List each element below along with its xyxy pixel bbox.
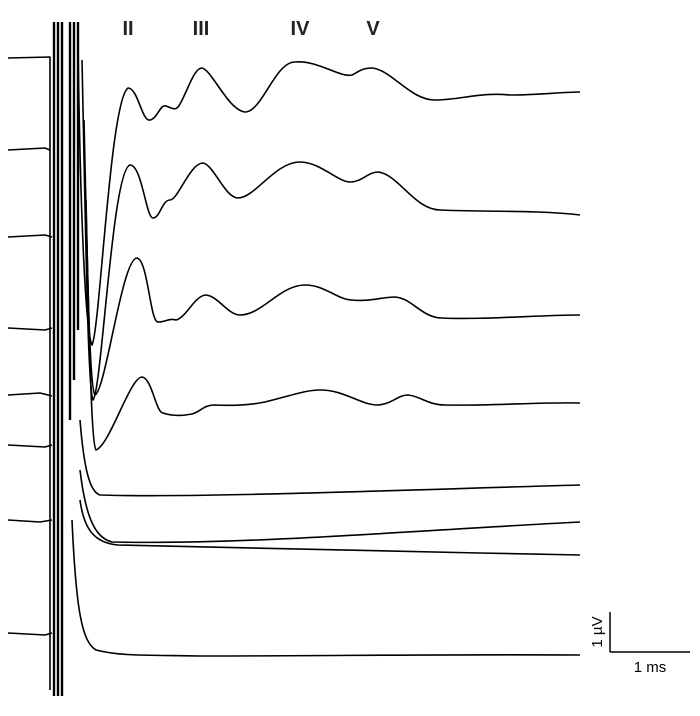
peak-labels: II III IV V <box>122 18 380 40</box>
peak-label: III <box>193 18 210 40</box>
trace <box>7 499 581 556</box>
peak-label: IV <box>291 18 311 40</box>
trace <box>7 444 581 544</box>
peak-label: II <box>122 18 133 40</box>
scale-label: 1 µV <box>589 616 606 647</box>
scale-bar: 1 µV 1 ms <box>589 612 690 676</box>
peak-label: V <box>366 18 380 40</box>
trace <box>7 519 581 657</box>
trace <box>7 119 581 396</box>
scale-label: 1 ms <box>634 659 667 676</box>
trace <box>7 59 581 401</box>
trace <box>7 392 581 497</box>
trace <box>7 199 581 451</box>
stimulus-artifact <box>52 22 80 696</box>
trace <box>7 39 581 690</box>
waveforms <box>7 39 581 690</box>
